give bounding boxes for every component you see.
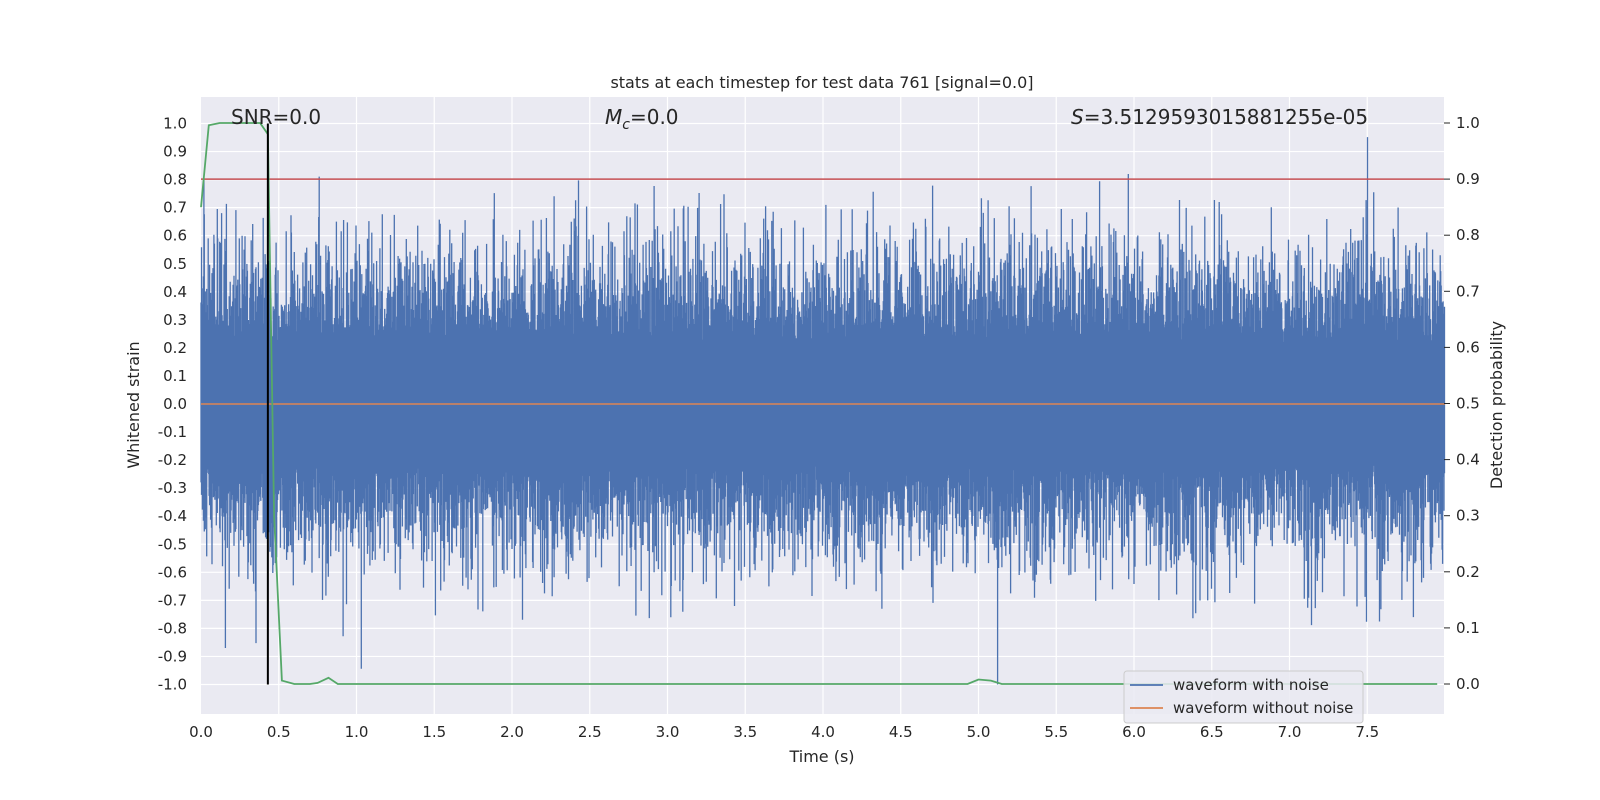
s-value: =3.5129593015881255e-05 [1084, 105, 1368, 129]
y-left-tick-label: -0.1 [158, 423, 187, 441]
y-right-tick-label: 0.8 [1456, 226, 1480, 244]
x-tick-label: 2.0 [500, 723, 524, 741]
y-left-tick-label: 0.3 [163, 311, 187, 329]
y-right-tick-label: 0.0 [1456, 675, 1480, 693]
detection-probability-line [200, 122, 1438, 685]
noise-waveform-line [200, 137, 1446, 685]
y-right-tick-label: 0.1 [1456, 619, 1480, 637]
y-left-tick-label: 0.7 [163, 199, 187, 217]
x-tick-label: 4.5 [889, 723, 913, 741]
y-left-tick-label: -1.0 [158, 676, 187, 694]
x-tick-label: 6.0 [1122, 723, 1146, 741]
legend-label-clean: waveform without noise [1173, 699, 1353, 717]
x-tick-label: 0.0 [189, 723, 213, 741]
line-series-group [200, 122, 1445, 685]
x-tick-label: 2.5 [578, 723, 602, 741]
y-left-tick-label: -0.9 [158, 647, 187, 665]
y-axis-right-label: Detection probability [1487, 321, 1506, 489]
x-axis-label: Time (s) [788, 747, 854, 766]
y-left-tick-label: 0.1 [163, 367, 187, 385]
y-right-tick-label: 0.4 [1456, 451, 1480, 469]
x-tick-label: 3.5 [733, 723, 757, 741]
x-tick-label: 1.5 [422, 723, 446, 741]
chirp-mass-value: =0.0 [630, 105, 679, 129]
y-left-tick-label: 0.4 [163, 283, 187, 301]
s-symbol: S [1071, 105, 1084, 129]
legend-box [1123, 670, 1364, 724]
y-left-tick-label: 0.5 [163, 255, 187, 273]
chirp-mass-annotation: Mc=0.0 [605, 105, 679, 133]
x-tick-label: 7.0 [1278, 723, 1302, 741]
y-left-tick-label: -0.2 [158, 451, 187, 469]
y-left-tick-label: 0.9 [163, 143, 187, 161]
y-left-tick-label: -0.6 [158, 563, 187, 581]
x-tick-label: 3.0 [656, 723, 680, 741]
y-right-tick-label: 0.6 [1456, 338, 1480, 356]
chirp-mass-subscript: c [622, 117, 630, 133]
x-tick-label: 5.5 [1044, 723, 1068, 741]
y-left-tick-label: -0.4 [158, 507, 187, 525]
y-right-tick-label: 0.2 [1456, 563, 1480, 581]
y-left-tick-label: -0.3 [158, 479, 187, 497]
legend-label-noise: waveform with noise [1173, 676, 1329, 694]
y-right-tick-labels: 1.0 0.9 0.8 0.7 0.6 0.5 0.4 0.3 0.2 0.1 0.0 [1444, 114, 1480, 693]
x-tick-label: 1.0 [345, 723, 369, 741]
y-right-tick-label: 0.7 [1456, 282, 1480, 300]
y-left-tick-label: 0.6 [163, 227, 187, 245]
legend: waveform with noise waveform without noi… [1123, 670, 1364, 724]
x-tick-label: 4.0 [811, 723, 835, 741]
y-left-tick-label: -0.8 [158, 619, 187, 637]
y-right-tick-label: 0.9 [1456, 170, 1480, 188]
x-tick-label: 6.5 [1200, 723, 1224, 741]
y-right-tick-label: 1.0 [1456, 114, 1480, 132]
y-left-tick-labels: 1.0 0.9 0.8 0.7 0.6 0.5 0.4 0.3 0.2 0.1 0.0 -0.1 -0.… [158, 115, 187, 694]
x-tick-label: 7.5 [1355, 723, 1379, 741]
y-left-tick-label: -0.5 [158, 535, 187, 553]
y-left-tick-label: 0.2 [163, 339, 187, 357]
snr-annotation: SNR=0.0 [231, 105, 321, 129]
y-right-tick-label: 0.5 [1456, 395, 1480, 413]
s-annotation: S=3.5129593015881255e-05 [1071, 105, 1368, 129]
y-left-tick-label: 0.0 [163, 395, 187, 413]
x-tick-labels: 0.0 0.5 1.0 1.5 2.0 2.5 3.0 3.5 4.0 4.5 5.0 5.5 6.0 6… [189, 723, 1379, 741]
y-left-tick-label: -0.7 [158, 591, 187, 609]
y-right-tick-label: 0.3 [1456, 507, 1480, 525]
y-axis-left-label: Whitened strain [124, 341, 143, 468]
x-tick-label: 0.5 [267, 723, 291, 741]
chart-title: stats at each timestep for test data 761… [610, 73, 1033, 92]
chirp-mass-symbol: M [605, 105, 622, 129]
y-left-tick-label: 0.8 [163, 171, 187, 189]
x-tick-label: 5.0 [967, 723, 991, 741]
y-left-tick-label: 1.0 [163, 115, 187, 133]
